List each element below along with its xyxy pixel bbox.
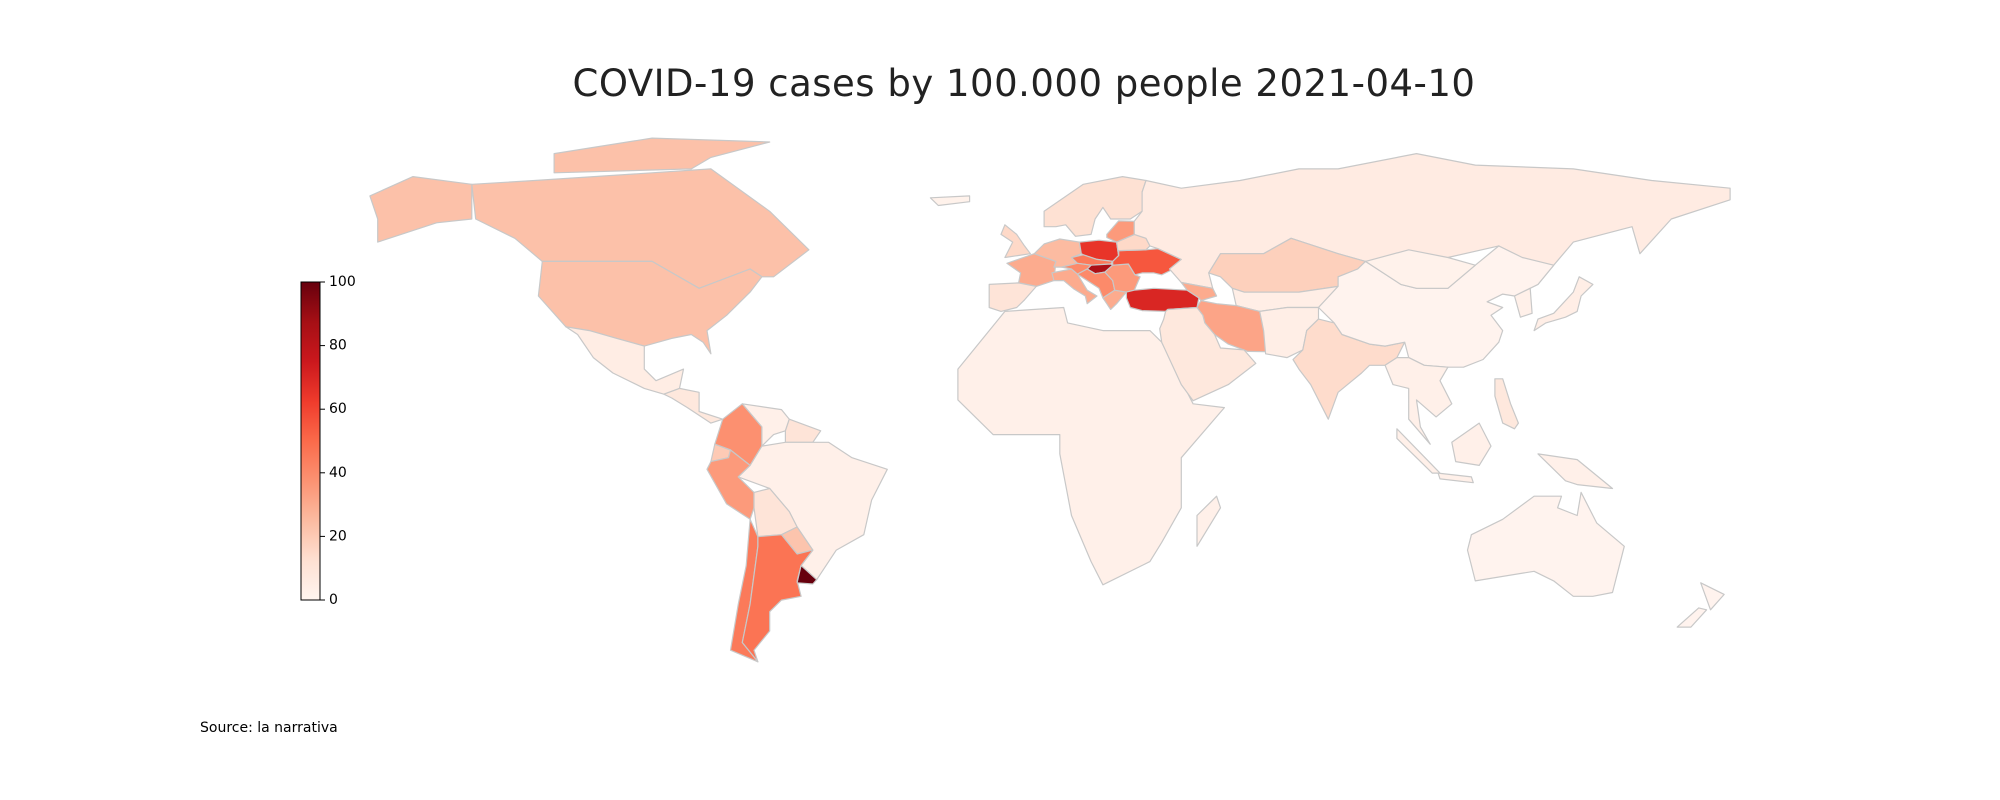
region (663, 387, 724, 424)
colorbar: 0 20 40 60 80 100 (300, 274, 356, 608)
colorbar-scale (300, 281, 321, 601)
region (1364, 249, 1476, 289)
region (1513, 287, 1533, 318)
colorbar-tick-label: 0 (329, 592, 338, 608)
region (1533, 276, 1594, 332)
map-regions (369, 137, 1731, 663)
region (1043, 176, 1147, 237)
region (929, 195, 971, 207)
region (1051, 268, 1098, 305)
colorbar-tick-label: 100 (329, 274, 356, 290)
region (1384, 357, 1453, 445)
chart-title: COVID-19 cases by 100.000 people 2021-04… (573, 62, 1476, 105)
region (1000, 224, 1031, 259)
region (1466, 491, 1625, 597)
colorbar-tick-label: 60 (329, 401, 347, 417)
region (1676, 582, 1725, 628)
region (565, 326, 685, 395)
source-note: Source: la narrativa (200, 720, 338, 736)
colorbar-tick-label: 40 (329, 465, 347, 481)
region (1494, 378, 1519, 430)
region (741, 534, 814, 663)
colorbar-tick-label: 20 (329, 528, 347, 544)
colorbar-tick-label: 80 (329, 338, 347, 354)
region (784, 418, 822, 443)
region (1196, 495, 1222, 547)
region (1396, 422, 1614, 490)
region (796, 564, 818, 585)
region (1159, 306, 1257, 402)
region (741, 403, 790, 447)
region (957, 306, 1225, 586)
region (988, 282, 1037, 312)
